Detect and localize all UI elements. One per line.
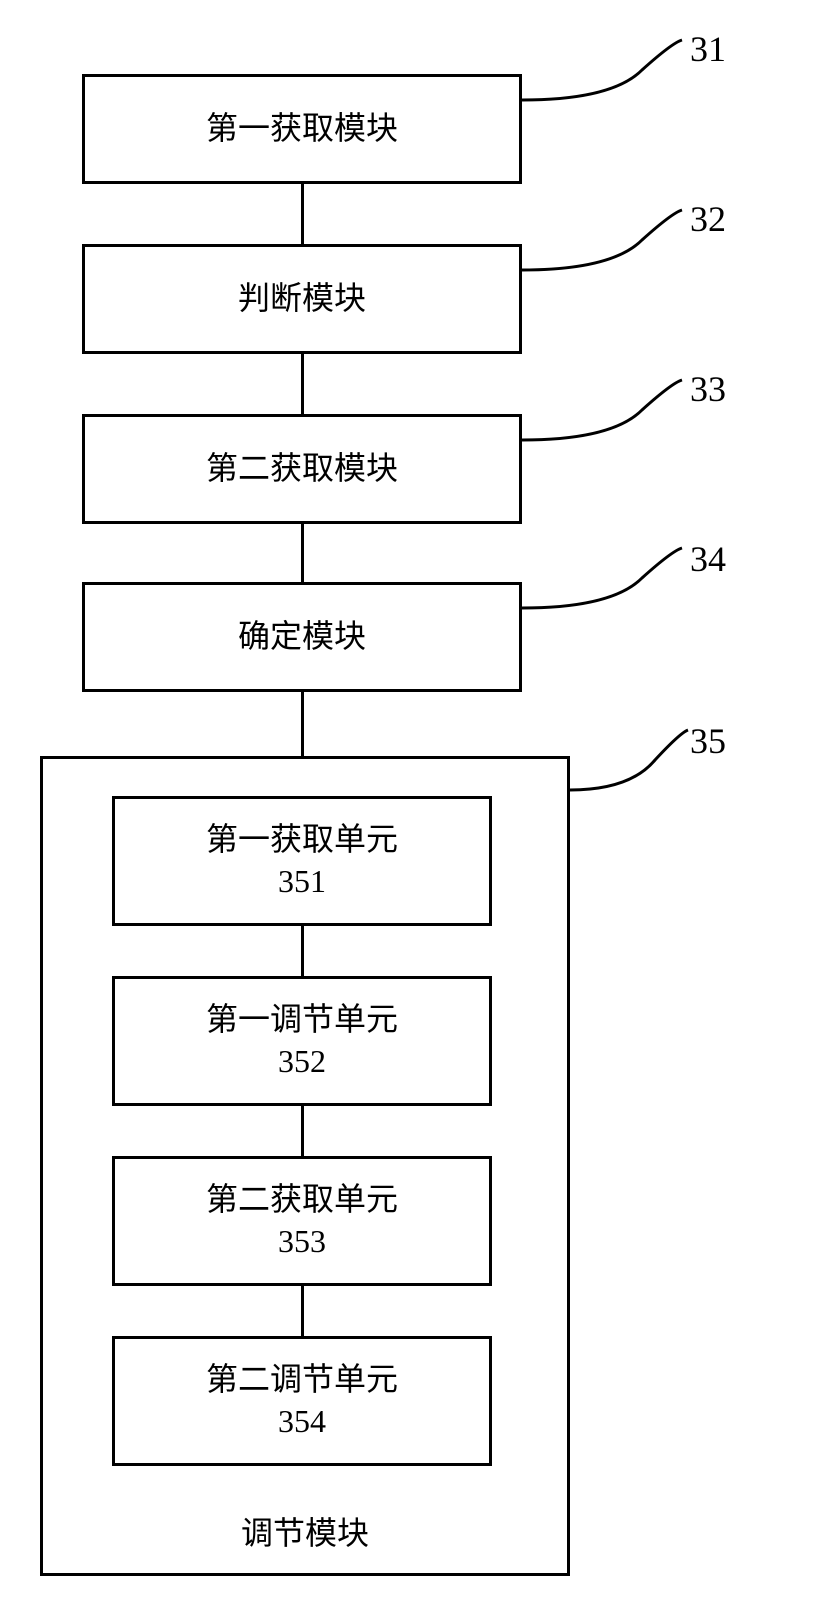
- node-first-adjust-unit: 第一调节单元 352: [112, 976, 492, 1106]
- callout-32: [522, 208, 692, 303]
- node-judge-module: 判断模块: [82, 244, 522, 354]
- edge: [301, 692, 304, 756]
- node-label-num: 351: [278, 861, 326, 903]
- node-second-adjust-unit: 第二调节单元 354: [112, 1336, 492, 1466]
- edge: [301, 354, 304, 414]
- node-label-top: 第二调节单元: [206, 1359, 398, 1401]
- node-first-acquire-unit: 第一获取单元 351: [112, 796, 492, 926]
- node-label-num: 352: [278, 1041, 326, 1083]
- node-label-num: 354: [278, 1401, 326, 1443]
- callout-num: 32: [690, 198, 726, 240]
- callout-31: [522, 38, 692, 133]
- callout-34: [522, 546, 692, 641]
- callout-35: [570, 728, 700, 823]
- callout-num: 34: [690, 538, 726, 580]
- edge: [301, 1286, 304, 1336]
- node-second-acquire-unit: 第二获取单元 353: [112, 1156, 492, 1286]
- callout-num: 33: [690, 368, 726, 410]
- node-label-num: 353: [278, 1221, 326, 1263]
- node-second-acquire-module: 第二获取模块: [82, 414, 522, 524]
- callout-num: 31: [690, 28, 726, 70]
- adjust-module-label: 调节模块: [40, 1508, 570, 1554]
- edge: [301, 524, 304, 582]
- node-label: 第二获取模块: [206, 448, 398, 490]
- edge: [301, 926, 304, 976]
- node-label: 第一获取模块: [206, 108, 398, 150]
- node-first-acquire-module: 第一获取模块: [82, 74, 522, 184]
- edge: [301, 1106, 304, 1156]
- node-label: 判断模块: [238, 278, 366, 320]
- node-label-top: 第一调节单元: [206, 999, 398, 1041]
- callout-num: 35: [690, 720, 726, 762]
- node-label-top: 第二获取单元: [206, 1179, 398, 1221]
- edge: [301, 184, 304, 244]
- node-label: 确定模块: [238, 616, 366, 658]
- node-label-top: 第一获取单元: [206, 819, 398, 861]
- callout-33: [522, 378, 692, 473]
- node-determine-module: 确定模块: [82, 582, 522, 692]
